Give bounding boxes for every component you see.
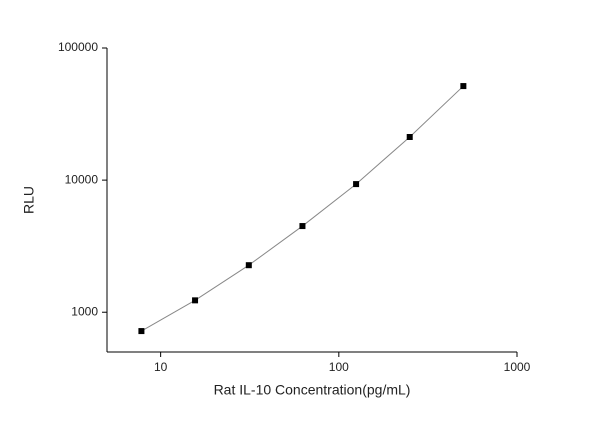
point bbox=[192, 297, 199, 304]
x-tick-label: 1000 bbox=[504, 360, 531, 374]
x-axis-title: Rat IL-10 Concentration(pg/mL) bbox=[214, 382, 411, 398]
point bbox=[299, 223, 306, 230]
y-tick-label: 10000 bbox=[65, 172, 99, 186]
point bbox=[406, 134, 413, 141]
x-tick-label: 10 bbox=[154, 360, 168, 374]
fit-line bbox=[141, 85, 464, 332]
point bbox=[460, 83, 467, 90]
point bbox=[353, 181, 360, 188]
y-tick-label: 1000 bbox=[71, 304, 98, 318]
point bbox=[245, 262, 252, 269]
y-tick-label: 100000 bbox=[58, 40, 98, 54]
point bbox=[138, 328, 145, 335]
x-tick-label: 100 bbox=[329, 360, 349, 374]
y-axis-title: RLU bbox=[21, 186, 37, 214]
